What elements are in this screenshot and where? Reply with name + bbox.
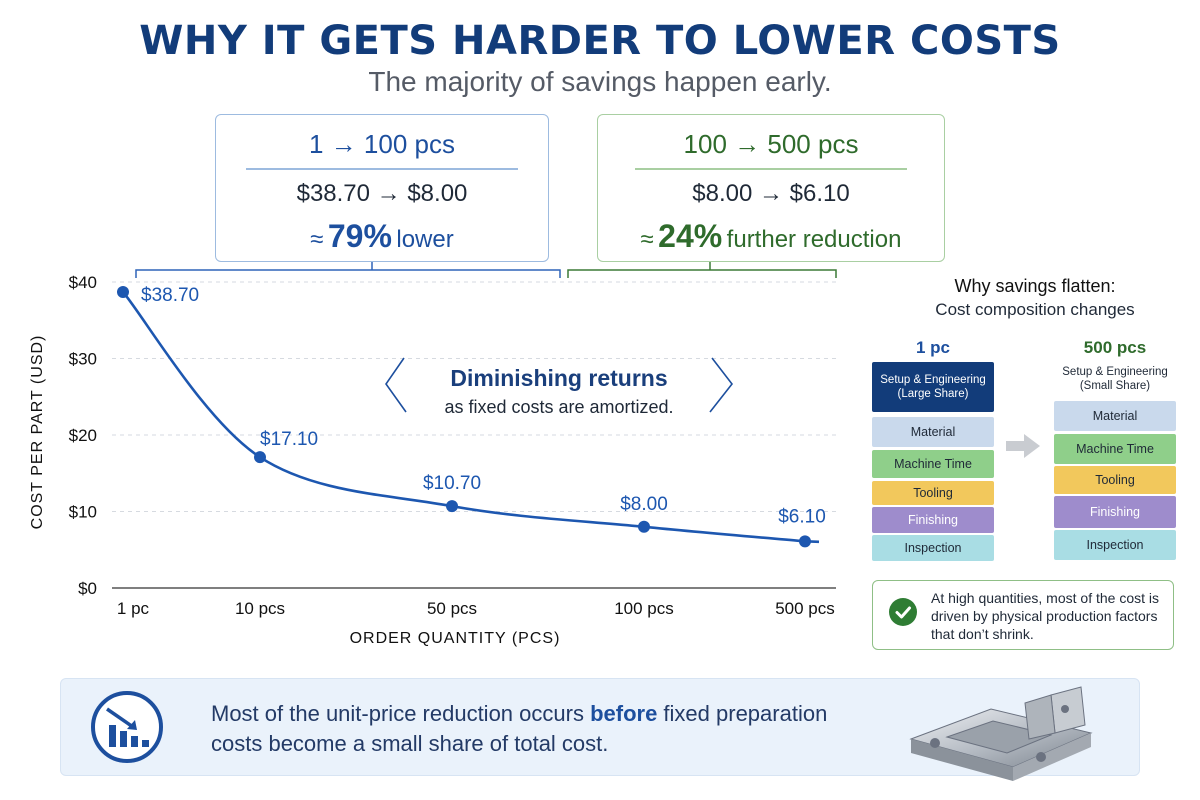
data-label: $6.10	[778, 506, 826, 527]
cost-block: Material	[1054, 401, 1176, 431]
cost-block: Machine Time	[1054, 434, 1176, 464]
callout-1-to-100: 1 → 100 pcs $38.70 → $8.00 ≈ 79% lower	[215, 114, 549, 262]
data-label: $17.10	[260, 429, 318, 450]
data-point	[254, 451, 266, 464]
x-tick-label: 10 pcs	[235, 599, 285, 618]
cost-block: Inspection	[1054, 530, 1176, 560]
y-tick-label: $10	[69, 503, 97, 522]
cost-block: Finishing	[872, 507, 994, 533]
approx-sign: ≈	[310, 225, 324, 253]
cost-block: Setup & Engineering (Small Share)	[1054, 362, 1176, 396]
summary-text: Most of the unit-price reduction occurs …	[211, 699, 871, 759]
callout-reduction: ≈ 24% further reduction	[598, 218, 944, 255]
y-tick-label: $0	[78, 579, 97, 598]
y-tick-label: $30	[69, 350, 97, 369]
composition-title: Why savings flatten:	[954, 276, 1116, 296]
x-tick-label: 1 pc	[117, 599, 150, 618]
chevron-right-icon	[709, 357, 734, 413]
x-tick-label: 100 pcs	[614, 599, 674, 618]
summary-text-start: Most of the unit-price reduction occurs	[211, 701, 591, 726]
x-tick-label: 500 pcs	[775, 599, 835, 618]
cost-block: Tooling	[872, 481, 994, 505]
y-tick-label: $20	[69, 426, 97, 445]
page-subtitle: The majority of savings happen early.	[368, 66, 832, 97]
data-point	[446, 500, 458, 513]
callout-prices: $38.70 → $8.00	[296, 179, 468, 207]
summary-text-emphasis: before	[590, 701, 658, 726]
callout-prices: $8.00 → $6.10	[692, 179, 850, 207]
approx-sign: ≈	[640, 225, 654, 253]
column-label-500pcs: 500 pcs	[1083, 338, 1147, 357]
reduction-word: lower	[396, 225, 454, 253]
data-point	[799, 535, 811, 548]
check-circle-icon	[889, 598, 917, 626]
callout-divider	[246, 168, 518, 170]
column-label-1pc: 1 pc	[915, 338, 951, 357]
data-label: $8.00	[620, 494, 668, 515]
callout-range: 100 → 500 pcs	[683, 129, 859, 159]
insight-note-text: At high quantities, most of the cost is …	[931, 590, 1160, 642]
callout-reduction: ≈ 79% lower	[216, 218, 548, 255]
data-point	[117, 285, 129, 298]
annotation-text: as fixed costs are amortized.	[444, 397, 673, 417]
bracket-1-to-100	[135, 262, 561, 278]
cost-block: Inspection	[872, 535, 994, 561]
data-label: $10.70	[423, 473, 481, 494]
reduction-percent: 79%	[327, 217, 392, 254]
y-tick-label: $40	[69, 273, 97, 292]
data-point	[638, 520, 650, 533]
cost-block: Finishing	[1054, 496, 1176, 528]
x-axis-title: ORDER QUANTITY (PCS)	[350, 630, 561, 647]
summary-text-end: fixed preparation costs become a small s…	[211, 701, 828, 756]
chevron-left-icon	[385, 357, 407, 413]
y-axis-title: COST PER PART (USD)	[29, 335, 46, 530]
reduction-word: further reduction	[726, 225, 902, 253]
chart-down-icon	[91, 691, 163, 763]
cost-block: Tooling	[1054, 466, 1176, 494]
cost-block: Machine Time	[872, 450, 994, 478]
x-tick-label: 50 pcs	[427, 599, 477, 618]
annotation-title: Diminishing returns	[450, 365, 667, 391]
summary-banner: Most of the unit-price reduction occurs …	[60, 678, 1140, 781]
page-title: WHY IT GETS HARDER TO LOWER COSTS	[139, 18, 1061, 64]
callout-range: 1 → 100 pcs	[309, 129, 455, 159]
arrow-right-icon	[1006, 434, 1040, 458]
callout-100-to-500: 100 → 500 pcs $8.00 → $6.10 ≈ 24% furthe…	[597, 114, 945, 262]
reduction-percent: 24%	[658, 217, 723, 254]
bracket-100-to-500	[567, 262, 837, 278]
cost-block: Setup & Engineering (Large Share)	[872, 362, 994, 412]
insight-note: At high quantities, most of the cost is …	[872, 580, 1174, 650]
cost-block: Material	[872, 417, 994, 447]
composition-subtitle: Cost composition changes	[935, 300, 1135, 319]
data-label: $38.70	[141, 285, 199, 306]
callout-divider	[635, 168, 907, 170]
machined-part-image	[909, 686, 1093, 781]
